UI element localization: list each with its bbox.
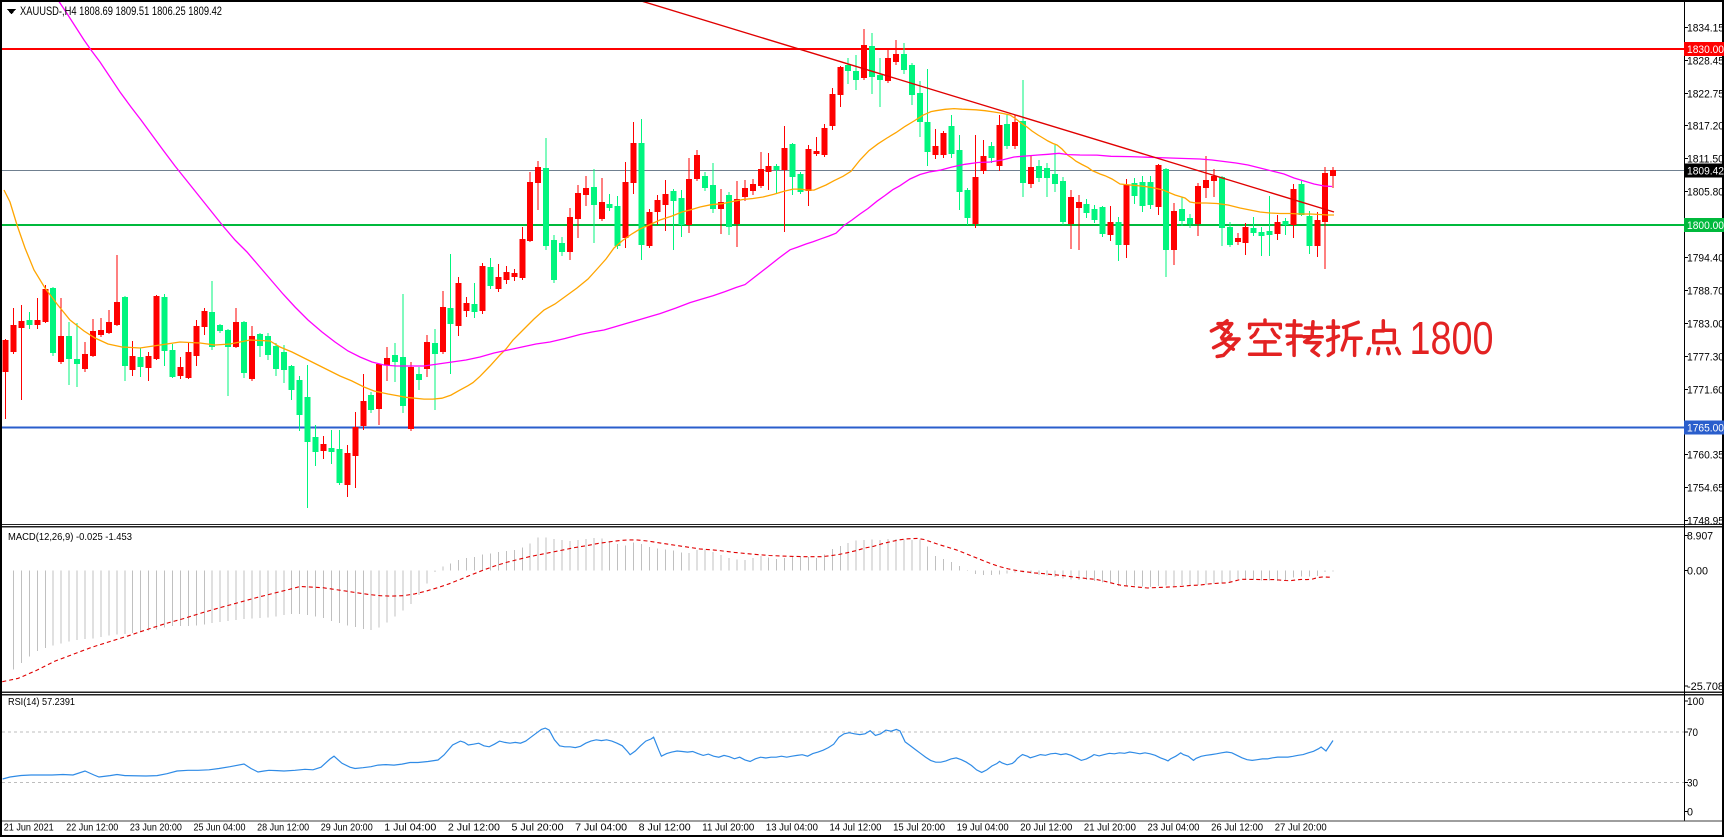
- svg-text:11 Jul 20:00: 11 Jul 20:00: [702, 822, 754, 834]
- svg-text:5 Jul 20:00: 5 Jul 20:00: [512, 822, 564, 834]
- svg-text:2 Jul 12:00: 2 Jul 12:00: [448, 822, 500, 834]
- svg-text:1800.00: 1800.00: [1687, 220, 1724, 232]
- svg-text:1800: 1800: [1410, 312, 1494, 364]
- svg-text:1834.15: 1834.15: [1687, 22, 1724, 34]
- svg-text:1794.40: 1794.40: [1687, 253, 1724, 265]
- svg-text:1828.45: 1828.45: [1687, 55, 1724, 67]
- svg-text:21 Jun 2021: 21 Jun 2021: [4, 822, 54, 834]
- svg-text:30: 30: [1687, 777, 1698, 789]
- svg-text:0: 0: [1687, 807, 1693, 819]
- svg-text:1805.80: 1805.80: [1687, 187, 1724, 199]
- svg-text:1788.70: 1788.70: [1687, 285, 1724, 297]
- svg-text:8.907: 8.907: [1687, 531, 1713, 543]
- svg-text:25 Jun 04:00: 25 Jun 04:00: [194, 822, 246, 834]
- svg-text:1811.50: 1811.50: [1687, 154, 1724, 166]
- svg-text:0.00: 0.00: [1687, 566, 1708, 578]
- svg-text:MACD(12,26,9) -0.025 -1.453: MACD(12,26,9) -0.025 -1.453: [8, 531, 132, 543]
- svg-text:20 Jul 12:00: 20 Jul 12:00: [1020, 822, 1072, 834]
- svg-text:1783.00: 1783.00: [1687, 318, 1724, 330]
- svg-text:8 Jul 12:00: 8 Jul 12:00: [639, 822, 691, 834]
- svg-text:1777.30: 1777.30: [1687, 351, 1724, 363]
- svg-text:1830.00: 1830.00: [1687, 44, 1724, 56]
- svg-text:29 Jun 20:00: 29 Jun 20:00: [321, 822, 373, 834]
- svg-text:1754.65: 1754.65: [1687, 483, 1724, 495]
- svg-text:19 Jul 04:00: 19 Jul 04:00: [957, 822, 1009, 834]
- svg-text:100: 100: [1687, 696, 1704, 708]
- svg-text:22 Jun 12:00: 22 Jun 12:00: [66, 822, 118, 834]
- svg-text:-25.708: -25.708: [1687, 681, 1724, 693]
- svg-text:RSI(14) 57.2391: RSI(14) 57.2391: [8, 696, 75, 708]
- svg-text:21 Jul 20:00: 21 Jul 20:00: [1084, 822, 1136, 834]
- svg-text:1809.42: 1809.42: [1687, 166, 1724, 178]
- svg-text:1748.95: 1748.95: [1687, 516, 1724, 528]
- svg-text:7 Jul 04:00: 7 Jul 04:00: [575, 822, 627, 834]
- svg-text:1 Jul 04:00: 1 Jul 04:00: [384, 822, 436, 834]
- svg-text:1822.75: 1822.75: [1687, 88, 1724, 100]
- svg-text:27 Jul 20:00: 27 Jul 20:00: [1275, 822, 1327, 834]
- svg-text:1771.60: 1771.60: [1687, 384, 1724, 396]
- svg-text:28 Jun 12:00: 28 Jun 12:00: [257, 822, 309, 834]
- svg-text:1760.35: 1760.35: [1687, 450, 1724, 462]
- svg-text:23 Jun 20:00: 23 Jun 20:00: [130, 822, 182, 834]
- svg-text:13 Jul 04:00: 13 Jul 04:00: [766, 822, 818, 834]
- svg-text:26 Jul 12:00: 26 Jul 12:00: [1211, 822, 1263, 834]
- svg-text:15 Jul 20:00: 15 Jul 20:00: [893, 822, 945, 834]
- svg-text:1765.00: 1765.00: [1687, 423, 1724, 435]
- svg-text:70: 70: [1687, 727, 1698, 739]
- svg-text:14 Jul 12:00: 14 Jul 12:00: [830, 822, 882, 834]
- svg-text:XAUUSD-,H4 1808.69 1809.51 18: XAUUSD-,H4 1808.69 1809.51 1806.25 1809.…: [20, 4, 222, 18]
- svg-text:1817.20: 1817.20: [1687, 121, 1724, 133]
- svg-text:23 Jul 04:00: 23 Jul 04:00: [1148, 822, 1200, 834]
